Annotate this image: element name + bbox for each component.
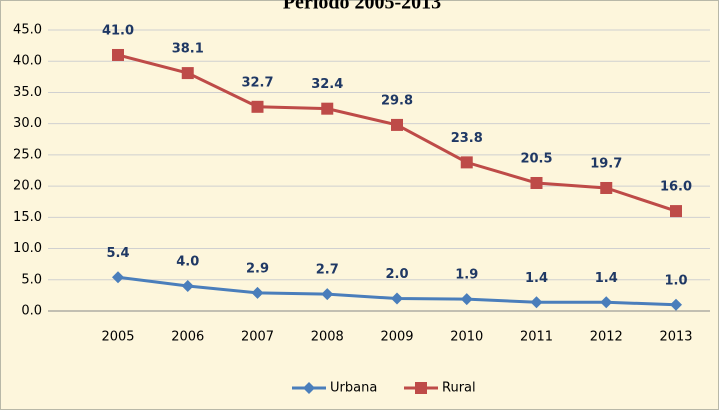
data-label: 16.0 — [660, 180, 692, 195]
legend-marker — [303, 382, 315, 394]
data-label: 1.0 — [664, 273, 687, 288]
x-tick-label: 2005 — [101, 330, 134, 345]
data-label: 2.7 — [316, 263, 339, 278]
data-label: 2.9 — [246, 261, 269, 276]
x-tick-label: 2013 — [659, 330, 692, 345]
y-tick-label: 5.0 — [21, 272, 42, 287]
x-tick-label: 2009 — [380, 330, 413, 345]
data-label: 1.4 — [595, 271, 618, 286]
marker — [600, 181, 613, 194]
marker — [530, 176, 543, 189]
x-tick-label: 2011 — [520, 330, 553, 345]
legend-marker — [415, 382, 427, 394]
marker — [530, 296, 543, 309]
y-tick-label: 40.0 — [13, 54, 42, 69]
y-tick-label: 25.0 — [13, 147, 42, 162]
data-label: 1.9 — [455, 268, 478, 283]
data-label: 41.0 — [102, 23, 134, 38]
chart-title: Período 2005-2013 — [283, 0, 441, 14]
legend-label: Urbana — [330, 381, 377, 396]
x-tick-label: 2006 — [171, 330, 204, 345]
data-label: 20.5 — [520, 151, 552, 166]
data-label: 32.7 — [241, 75, 273, 90]
x-tick-label: 2012 — [590, 330, 623, 345]
y-tick-label: 10.0 — [13, 241, 42, 256]
y-tick-label: 45.0 — [13, 23, 42, 38]
marker — [391, 292, 403, 305]
data-label: 23.8 — [451, 131, 483, 146]
x-tick-label: 2010 — [450, 330, 483, 345]
marker — [112, 271, 124, 284]
marker — [181, 67, 194, 80]
data-label: 32.4 — [311, 77, 343, 92]
marker — [670, 298, 682, 311]
legend-label: Rural — [442, 381, 476, 396]
marker — [181, 280, 194, 293]
marker — [460, 293, 473, 306]
data-label: 29.8 — [381, 93, 413, 108]
marker — [460, 156, 473, 169]
y-tick-label: 0.0 — [21, 304, 42, 319]
marker — [321, 102, 334, 115]
data-label: 19.7 — [590, 156, 622, 171]
marker — [670, 205, 682, 218]
data-label: 1.4 — [525, 271, 548, 286]
marker — [251, 100, 264, 113]
data-label: 4.0 — [176, 255, 199, 270]
y-tick-label: 35.0 — [13, 85, 42, 100]
x-tick-label: 2007 — [241, 330, 274, 345]
marker — [112, 48, 124, 61]
x-tick-label: 2008 — [311, 330, 344, 345]
marker — [321, 288, 334, 301]
marker — [251, 286, 264, 299]
marker — [391, 118, 403, 131]
y-tick-label: 20.0 — [13, 179, 42, 194]
marker — [600, 296, 613, 309]
data-label: 2.0 — [385, 267, 408, 282]
data-label: 38.1 — [172, 42, 204, 57]
y-tick-label: 30.0 — [13, 116, 42, 131]
y-tick-label: 15.0 — [13, 210, 42, 225]
data-label: 5.4 — [106, 246, 129, 261]
